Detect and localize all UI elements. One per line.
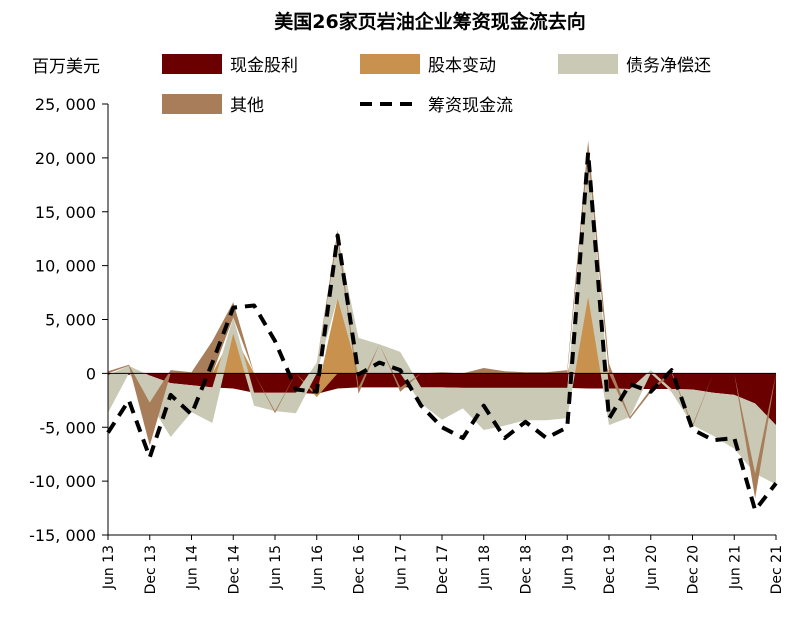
x-tick-label: Dec 14	[226, 545, 242, 594]
plot-area	[106, 140, 778, 513]
x-tick-label: Jun 20	[644, 545, 660, 590]
legend-swatch	[162, 94, 222, 114]
legend-label: 股本变动	[428, 56, 496, 76]
y-tick-label: 5, 000	[45, 311, 96, 330]
legend-swatch	[360, 54, 420, 74]
x-tick-label: Jun 18	[477, 545, 493, 590]
x-tick-label: Jun 14	[185, 545, 201, 590]
y-tick-label: 0	[86, 364, 96, 383]
area-series-3	[108, 156, 776, 485]
y-tick-label: -15, 000	[29, 526, 96, 545]
x-tick-label: Dec 16	[352, 545, 368, 594]
x-tick-label: Dec 13	[143, 545, 159, 594]
legend-label: 其他	[230, 96, 264, 116]
axes: 25, 000 20, 000 15, 000 10, 000 5, 000 0 -5, 0…	[29, 95, 785, 594]
x-tick-label: Jun 17	[393, 545, 409, 590]
x-tick-label: Jun 16	[310, 545, 326, 590]
area-series-4	[108, 140, 776, 499]
y-tick-label: 25, 000	[35, 95, 96, 114]
y-axis-unit-label: 百万美元	[32, 57, 100, 77]
y-tick-label: 10, 000	[35, 257, 96, 276]
y-tick-label: -10, 000	[29, 472, 96, 491]
line-series-cash-flow	[106, 150, 778, 513]
legend-label: 筹资现金流	[428, 96, 513, 116]
legend-swatch	[162, 54, 222, 74]
x-tick-label: Jun 19	[560, 545, 576, 590]
x-tick-label: Dec 18	[519, 545, 535, 594]
y-tick-label: 20, 000	[35, 149, 96, 168]
x-tick-label: Dec 21	[769, 545, 785, 594]
x-tick-label: Dec 17	[435, 545, 451, 594]
area-series-1	[108, 373, 776, 426]
y-tick-label: 15, 000	[35, 203, 96, 222]
legend-label: 现金股利	[230, 56, 298, 76]
y-tick-label: -5, 000	[39, 418, 96, 437]
x-tick-label: Jun 13	[101, 545, 117, 590]
legend-label: 债务净偿还	[626, 56, 711, 76]
x-tick-label: Dec 20	[686, 545, 702, 594]
chart-title: 美国26家页岩油企业筹资现金流去向	[274, 10, 585, 33]
x-tick-label: Jun 15	[268, 545, 284, 590]
x-tick-label: Dec 19	[602, 545, 618, 594]
legend-swatch	[558, 54, 618, 74]
x-tick-label: Jun 21	[727, 545, 743, 590]
